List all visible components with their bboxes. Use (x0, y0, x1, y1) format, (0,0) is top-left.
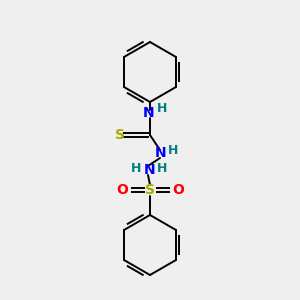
Text: H: H (157, 103, 167, 116)
Text: O: O (116, 183, 128, 197)
Text: H: H (131, 163, 141, 176)
Text: S: S (145, 183, 155, 197)
Text: O: O (172, 183, 184, 197)
Text: H: H (157, 163, 167, 176)
Text: N: N (155, 146, 167, 160)
Text: N: N (144, 163, 156, 177)
Text: S: S (115, 128, 125, 142)
Text: H: H (168, 143, 178, 157)
Text: N: N (143, 106, 155, 120)
